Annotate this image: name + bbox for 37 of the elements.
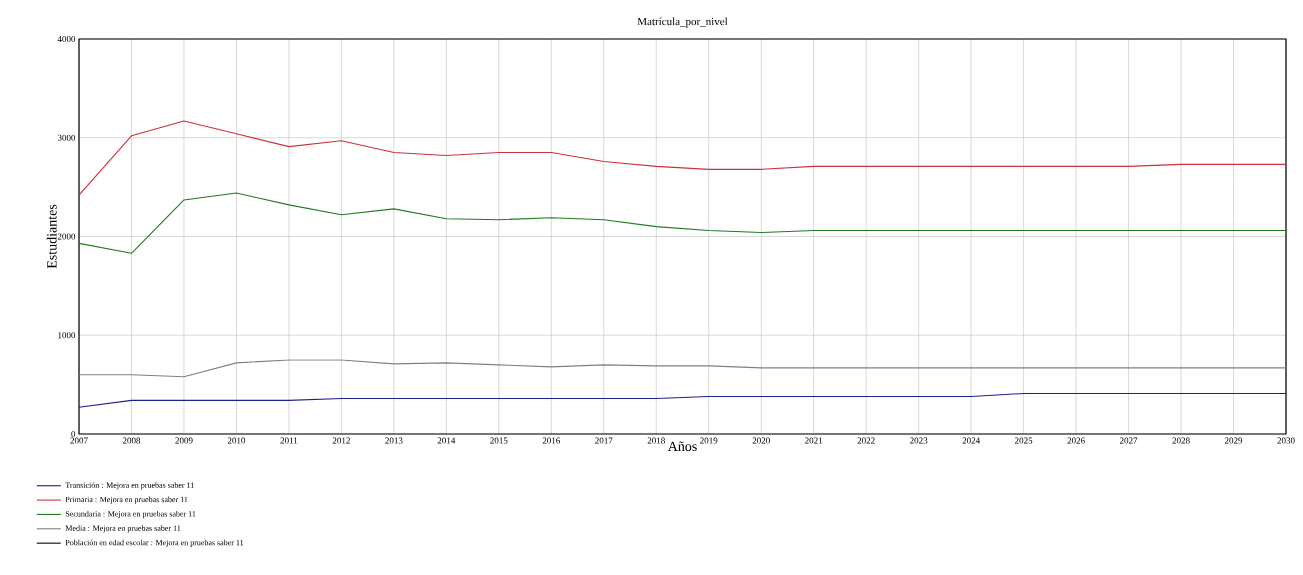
x-tick-label: 2019 [700, 437, 718, 444]
x-tick-label: 2027 [1119, 437, 1138, 444]
x-tick-label: 2029 [1224, 437, 1243, 444]
x-tick-label: 2008 [122, 437, 141, 444]
x-tick-label: 2016 [542, 437, 561, 444]
x-tick-label: 2026 [1067, 437, 1085, 444]
x-tick-label: 2018 [647, 437, 665, 444]
x-tick-label: 2009 [175, 437, 193, 444]
y-tick-label: 3000 [57, 134, 76, 141]
x-tick-label: 2023 [910, 437, 928, 444]
x-axis-title: Años [667, 441, 697, 452]
x-tick-label: 2017 [595, 437, 613, 444]
x-tick-label: 2028 [1172, 437, 1190, 444]
x-tick-label: 2013 [385, 437, 403, 444]
y-axis-title: Estudiantes [46, 204, 57, 269]
legend-label: Secundaria : Mejora en pruebas saber 11 [65, 510, 196, 519]
y-tick-label: 1000 [58, 332, 76, 339]
legend-label: Media : Mejora en pruebas saber 11 [65, 525, 181, 533]
legend-label: Población en edad escolar : Mejora en pruebas saber 11 [65, 539, 244, 547]
x-tick-label: 2024 [962, 437, 980, 444]
x-tick-label: 2012 [332, 437, 350, 444]
legend-label: Transición : Mejora en pruebas saber 11 [65, 482, 194, 490]
y-tick-label: 4000 [57, 35, 76, 43]
x-tick-label: 2020 [752, 437, 770, 444]
legend-label: Primaria : Mejora en pruebas saber 11 [65, 496, 188, 504]
x-tick-label: 2030 [1277, 437, 1295, 444]
x-tick-label: 2014 [437, 437, 456, 444]
x-tick-label: 2025 [1015, 437, 1033, 444]
x-tick-label: 2011 [280, 437, 298, 444]
x-tick-label: 2021 [805, 437, 823, 444]
y-tick-label: 2000 [57, 233, 76, 240]
x-tick-label: 2022 [857, 437, 875, 444]
x-tick-label: 2010 [227, 437, 246, 444]
y-tick-label: 0 [71, 430, 76, 438]
x-tick-label: 2015 [490, 437, 508, 444]
chart-title: Matrícula_por_nivel [637, 17, 728, 28]
x-tick-label: 2007 [70, 437, 88, 444]
